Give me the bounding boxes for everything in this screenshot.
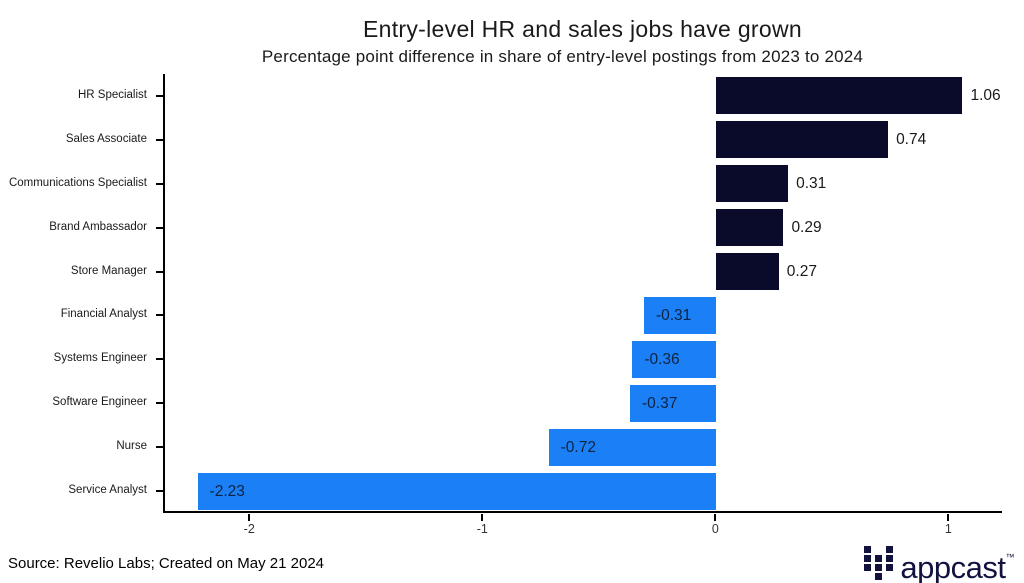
value-label-nurse: -0.72 bbox=[560, 438, 596, 456]
y-tick-systems-engineer bbox=[156, 358, 163, 361]
x-tick-label--1: -1 bbox=[476, 522, 488, 536]
y-tick-financial-analyst bbox=[156, 314, 163, 317]
bar-store-manager bbox=[716, 253, 779, 290]
category-label-brand-ambassador: Brand Ambassador bbox=[49, 220, 147, 233]
appcast-wordmark: appcast™ bbox=[900, 540, 1014, 583]
category-label-hr-specialist: HR Specialist bbox=[77, 88, 147, 101]
y-axis-labels: HR Specialist Sales Associate Communicatio… bbox=[0, 74, 163, 513]
x-tick-label-1: 1 bbox=[944, 522, 952, 536]
y-tick-sales-associate bbox=[156, 138, 163, 141]
y-tick-brand-ambassador bbox=[156, 226, 163, 229]
bar-systems-engineer bbox=[632, 340, 716, 378]
bar-hr-specialist bbox=[716, 77, 963, 115]
chart-subtitle: Percentage point difference in share of … bbox=[261, 47, 864, 66]
category-label-systems-engineer: Systems Engineer bbox=[53, 352, 147, 365]
bar-financial-analyst bbox=[643, 296, 716, 334]
x-tick-1 bbox=[947, 514, 950, 521]
value-label-service-analyst: -2.23 bbox=[209, 482, 245, 500]
appcast-grid-icon bbox=[864, 545, 894, 580]
value-label-store-manager: 0.27 bbox=[786, 263, 817, 280]
value-label-brand-ambassador: 0.29 bbox=[791, 219, 822, 237]
category-label-financial-analyst: Financial Analyst bbox=[60, 308, 147, 321]
value-label-financial-analyst: -0.31 bbox=[655, 306, 692, 324]
bar-brand-ambassador bbox=[716, 209, 784, 247]
x-tick-0 bbox=[714, 514, 717, 521]
appcast-logo: appcast™ bbox=[864, 540, 1014, 583]
value-label-systems-engineer: -0.36 bbox=[644, 350, 680, 368]
category-label-service-analyst: Service Analyst bbox=[68, 484, 147, 497]
bar-nurse bbox=[548, 428, 717, 466]
category-label-sales-associate: Sales Associate bbox=[65, 132, 147, 145]
x-tick-label--2: -2 bbox=[243, 522, 255, 536]
bar-sales-associate bbox=[716, 121, 889, 159]
chart-title: Entry-level HR and sales jobs have grown bbox=[363, 16, 802, 42]
x-tick--2 bbox=[248, 514, 251, 521]
x-axis: -2 -1 0 1 bbox=[163, 513, 1002, 549]
appcast-wordmark-text: appcast bbox=[900, 550, 1006, 583]
bar-service-analyst bbox=[197, 472, 717, 510]
category-label-communications-specialist: Communications Specialist bbox=[8, 176, 147, 189]
x-tick--1 bbox=[481, 514, 484, 521]
y-tick-nurse bbox=[156, 446, 163, 449]
y-tick-service-analyst bbox=[156, 490, 163, 493]
y-tick-communications-specialist bbox=[156, 182, 163, 185]
value-label-software-engineer: -0.37 bbox=[642, 394, 678, 412]
category-label-nurse: Nurse bbox=[116, 440, 147, 453]
bar-communications-specialist bbox=[716, 165, 789, 203]
category-label-store-manager: Store Manager bbox=[70, 264, 147, 277]
y-tick-store-manager bbox=[156, 270, 163, 273]
trademark-mark: ™ bbox=[1005, 552, 1015, 562]
bar-software-engineer bbox=[630, 384, 717, 422]
category-label-software-engineer: Software Engineer bbox=[52, 396, 147, 409]
value-label-communications-specialist: 0.31 bbox=[796, 175, 827, 193]
source-text: Source: Revelio Labs; Created on May 21 … bbox=[8, 555, 325, 572]
plot-area: 1.06 0.74 0.31 0.29 0.27 -0.31 -0.36 -0.37 -0.72… bbox=[163, 74, 1002, 513]
y-tick-software-engineer bbox=[156, 402, 163, 405]
value-label-sales-associate: 0.74 bbox=[896, 131, 927, 149]
x-tick-label-0: 0 bbox=[711, 522, 719, 536]
y-tick-hr-specialist bbox=[156, 94, 163, 97]
value-label-hr-specialist: 1.06 bbox=[970, 87, 1001, 105]
